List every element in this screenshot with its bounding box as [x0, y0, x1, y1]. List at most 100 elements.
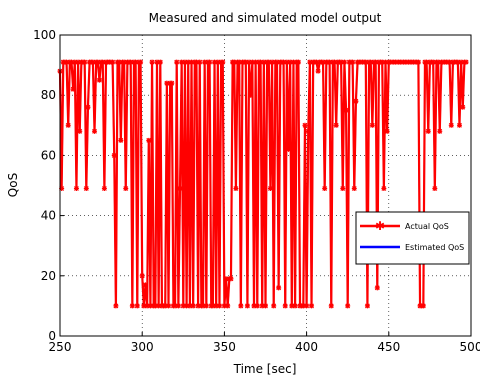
data-point-marker — [295, 59, 301, 65]
data-point-marker — [374, 285, 380, 291]
y-tick-label: 60 — [41, 148, 56, 162]
data-point-marker — [263, 303, 268, 309]
data-point-marker — [146, 137, 152, 143]
data-point-marker — [220, 59, 226, 65]
data-point-marker — [77, 128, 83, 134]
data-point-marker — [292, 303, 298, 309]
data-point-marker — [456, 122, 462, 128]
data-point-marker — [345, 303, 351, 309]
x-tick-label: 500 — [460, 340, 480, 354]
data-point-marker — [276, 285, 282, 291]
data-point-marker — [254, 303, 260, 309]
data-point-marker — [415, 59, 421, 65]
data-point-marker — [460, 104, 466, 110]
tick-labels: 250 300 350 400 450 500 0 20 40 60 80 100 — [33, 28, 480, 354]
y-tick-label: 0 — [48, 329, 56, 343]
legend-marker-actual: ✱ — [375, 219, 385, 233]
data-point-marker — [333, 122, 339, 128]
data-point-marker — [177, 186, 183, 192]
data-point-marker — [302, 122, 308, 128]
data-point-marker — [169, 80, 175, 86]
data-point-marker — [343, 107, 349, 113]
data-point-marker — [448, 122, 454, 128]
data-point-marker — [92, 128, 98, 134]
data-point-marker — [364, 303, 370, 309]
data-point-marker — [85, 104, 91, 110]
data-point-marker — [309, 303, 315, 309]
data-point-marker — [282, 303, 288, 309]
data-point-marker — [110, 59, 116, 65]
data-point-marker — [83, 186, 89, 192]
data-point-marker — [271, 303, 277, 309]
data-point-marker — [190, 303, 196, 309]
data-point-marker — [340, 186, 346, 192]
data-point-marker — [305, 128, 311, 134]
data-point-marker — [315, 68, 321, 74]
data-point-marker — [203, 303, 209, 309]
legend-label-estimated: Estimated QoS — [405, 243, 464, 252]
data-point-marker — [437, 128, 443, 134]
data-point-marker — [248, 92, 254, 98]
data-point-marker — [432, 186, 438, 192]
chart-title: Measured and simulated model output — [149, 11, 382, 25]
data-point-marker — [166, 303, 172, 309]
data-point-marker — [267, 186, 273, 192]
data-point-marker — [142, 282, 148, 288]
data-point-marker — [420, 303, 426, 309]
data-point-marker — [341, 59, 347, 65]
data-point-marker — [123, 186, 129, 192]
data-point-marker — [113, 303, 119, 309]
data-point-marker — [216, 303, 222, 309]
data-point-marker — [73, 186, 79, 192]
legend-label-actual: Actual QoS — [405, 222, 449, 231]
legend-box — [355, 211, 470, 265]
data-point-marker — [244, 303, 250, 309]
data-point-marker — [353, 98, 359, 104]
data-point-marker — [129, 303, 135, 309]
data-point-marker — [65, 122, 71, 128]
grid-lines — [60, 35, 471, 336]
data-point-marker — [384, 128, 390, 134]
data-point-marker — [134, 303, 140, 309]
data-point-marker — [118, 137, 124, 143]
x-tick-label: 350 — [213, 340, 236, 354]
data-point-marker — [228, 276, 234, 282]
y-tick-label: 80 — [41, 88, 56, 102]
data-point-marker — [351, 186, 357, 192]
data-point-marker — [157, 59, 163, 65]
data-point-marker — [350, 59, 356, 65]
data-point-marker — [381, 186, 387, 192]
data-point-marker — [369, 122, 375, 128]
data-point-marker — [425, 128, 431, 134]
data-point-marker — [238, 303, 244, 309]
data-point-marker — [111, 152, 117, 158]
data-point-marker — [207, 59, 213, 65]
data-point-marker — [328, 303, 334, 309]
data-point-marker — [138, 59, 144, 65]
x-tick-label: 300 — [131, 340, 154, 354]
data-point-marker — [322, 186, 328, 192]
data-point-marker — [149, 59, 155, 65]
data-point-marker — [70, 86, 76, 92]
y-tick-label: 40 — [41, 209, 56, 223]
data-point-marker — [174, 59, 180, 65]
data-point-marker — [463, 59, 469, 65]
data-point-marker — [101, 186, 107, 192]
legend: ✱ Actual QoS Estimated QoS — [355, 211, 470, 265]
data-point-marker — [225, 303, 231, 309]
data-point-marker — [304, 303, 310, 309]
y-tick-label: 20 — [41, 269, 56, 283]
y-tick-label: 100 — [33, 28, 56, 42]
data-point-marker — [139, 273, 145, 279]
x-tick-label: 450 — [377, 340, 400, 354]
x-tick-label: 250 — [49, 340, 72, 354]
data-point-marker — [233, 186, 239, 192]
data-point-marker — [286, 146, 292, 152]
data-point-marker — [175, 303, 181, 309]
data-point-marker — [96, 77, 102, 83]
x-tick-label: 400 — [295, 340, 318, 354]
y-axis-label: QoS — [6, 173, 20, 197]
x-axis-label: Time [sec] — [233, 362, 297, 376]
data-point-marker — [197, 59, 203, 65]
